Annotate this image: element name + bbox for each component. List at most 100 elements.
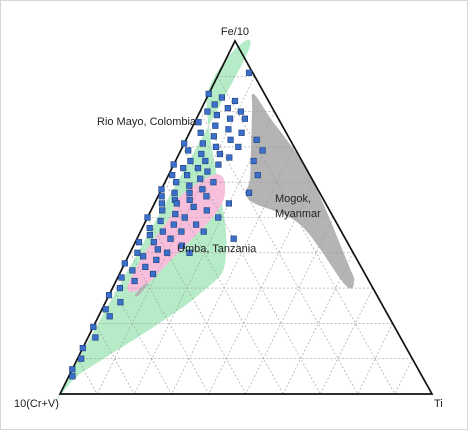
data-point-47 [158, 200, 166, 207]
data-point-57 [193, 221, 200, 228]
data-point-34 [184, 172, 191, 179]
axis-label-right: Ti [434, 398, 443, 410]
data-point-13 [225, 126, 232, 133]
data-point-46 [186, 196, 193, 203]
data-point-61 [146, 232, 154, 239]
data-point-67 [134, 249, 141, 256]
gridline-right-9 [394, 358, 413, 395]
data-point-84 [79, 344, 86, 352]
data-point-36 [210, 179, 217, 186]
data-point-31 [194, 165, 202, 172]
field-mogok-myanmar-blob [134, 283, 148, 297]
gridline-left-7 [112, 287, 172, 395]
data-point-5 [224, 105, 231, 112]
data-point-76 [131, 277, 138, 285]
data-point-30 [180, 165, 187, 172]
field-umba-tanzania [127, 174, 226, 293]
data-point-88 [253, 136, 260, 143]
gridline-left-9 [77, 358, 98, 395]
data-point-38 [186, 182, 193, 189]
data-point-63 [135, 239, 143, 246]
data-point-75 [118, 274, 125, 281]
data-point-53 [144, 214, 151, 221]
data-point-49 [190, 203, 197, 211]
gridline-left-6 [129, 252, 210, 395]
points-layer [69, 69, 266, 380]
gridline-left-1 [217, 76, 396, 395]
data-point-93 [225, 200, 233, 207]
field-mogok-myanmar [245, 93, 355, 289]
data-point-56 [170, 221, 177, 228]
data-point-74 [149, 270, 157, 278]
data-point-85 [78, 355, 85, 362]
data-point-4 [211, 101, 218, 108]
data-point-27 [202, 157, 209, 165]
data-point-59 [159, 228, 166, 235]
data-point-3 [231, 97, 239, 105]
data-point-78 [105, 292, 113, 299]
data-point-44 [203, 193, 210, 200]
data-point-48 [173, 200, 180, 207]
data-point-41 [171, 189, 178, 196]
field-label-mogok-line-1: Mogok, [275, 193, 311, 205]
data-point-8 [213, 112, 221, 119]
fields-layer [51, 39, 355, 410]
data-point-0 [245, 69, 253, 76]
data-point-6 [204, 108, 211, 115]
data-point-70 [153, 256, 160, 264]
data-point-28 [170, 161, 177, 168]
data-point-72 [142, 263, 149, 271]
data-point-82 [90, 323, 97, 331]
data-point-22 [185, 147, 192, 154]
data-point-43 [158, 193, 165, 200]
data-point-62 [167, 235, 174, 242]
data-point-90 [250, 157, 257, 165]
data-point-73 [129, 267, 136, 274]
data-point-33 [169, 172, 176, 179]
data-point-42 [186, 189, 193, 196]
data-point-81 [106, 313, 113, 320]
gridline-right-3 [171, 146, 295, 395]
data-point-71 [121, 260, 128, 267]
data-point-58 [146, 225, 153, 232]
data-point-89 [259, 147, 266, 154]
data-point-19 [199, 140, 206, 147]
data-point-10 [241, 115, 249, 122]
data-point-77 [116, 284, 123, 292]
data-point-68 [164, 249, 171, 256]
data-point-21 [235, 143, 242, 151]
data-point-65 [178, 242, 186, 249]
data-point-55 [157, 217, 164, 225]
data-point-60 [178, 228, 185, 235]
gridline-right-5 [245, 217, 334, 395]
gridline-right-1 [96, 76, 255, 395]
axis-label-left: 10(Cr+V) [14, 398, 59, 410]
data-point-11 [195, 119, 202, 126]
data-point-91 [254, 172, 261, 179]
field-label-mogok-line-2: Myanmar [275, 208, 321, 220]
data-point-51 [203, 207, 210, 214]
data-point-40 [199, 186, 206, 193]
data-point-79 [117, 299, 124, 306]
axis-label-top: Fe/10 [221, 26, 249, 38]
data-point-95 [200, 228, 207, 235]
data-point-7 [237, 108, 245, 115]
gridline-left-5 [147, 217, 247, 395]
data-point-20 [212, 143, 220, 151]
data-point-87 [69, 373, 76, 380]
data-point-9 [226, 115, 234, 122]
data-point-25 [226, 154, 233, 161]
data-point-2 [218, 94, 226, 101]
data-point-16 [210, 133, 217, 140]
data-point-12 [212, 122, 219, 129]
data-point-83 [92, 334, 99, 341]
data-point-69 [140, 253, 147, 260]
data-point-94 [215, 214, 222, 221]
data-point-39 [158, 186, 165, 193]
data-point-97 [186, 249, 193, 256]
data-point-86 [69, 366, 76, 373]
data-point-50 [159, 207, 166, 214]
data-point-17 [227, 136, 234, 143]
